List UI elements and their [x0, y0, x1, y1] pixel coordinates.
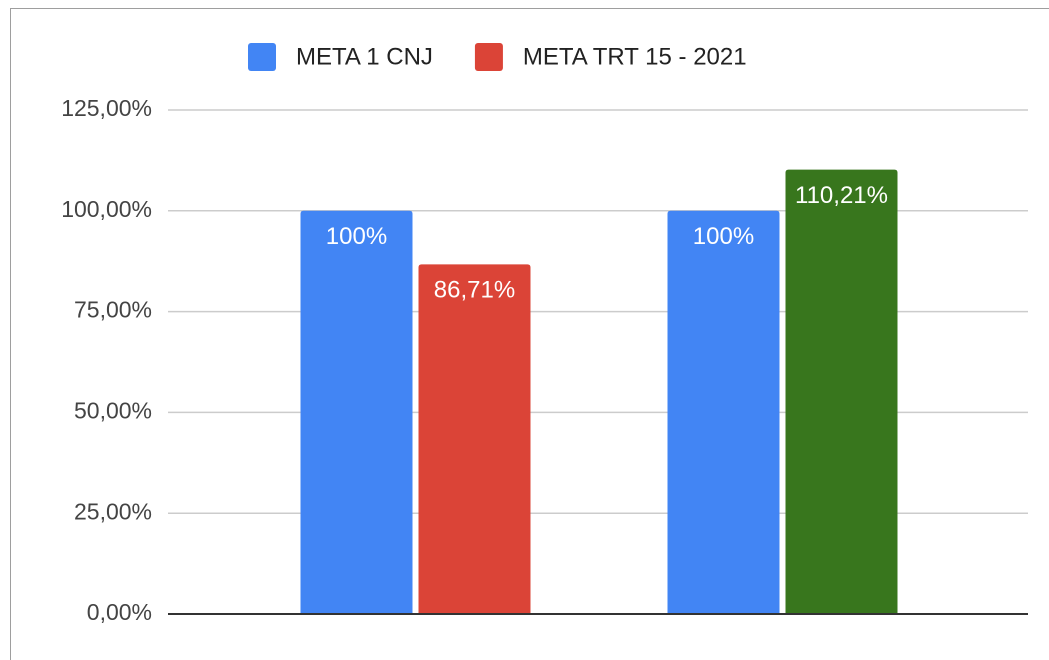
y-tick-label: 100,00% [61, 196, 152, 222]
legend-swatch [248, 43, 276, 71]
bar [418, 264, 531, 614]
data-label: 86,71% [434, 277, 515, 304]
bar [667, 210, 780, 615]
legend-label: META TRT 15 - 2021 [523, 43, 747, 70]
y-tick-label: 0,00% [87, 599, 152, 625]
y-tick-label: 75,00% [74, 297, 152, 323]
data-label: 100% [326, 223, 387, 250]
bar [300, 210, 413, 615]
data-label: 110,21% [795, 182, 888, 209]
legend-swatch [474, 43, 503, 71]
y-tick-label: 50,00% [74, 397, 152, 423]
legend-label: META 1 CNJ [296, 43, 433, 70]
y-tick-label: 25,00% [74, 498, 152, 524]
y-tick-label: 125,00% [61, 95, 152, 121]
bar [785, 169, 898, 614]
data-label: 100% [693, 223, 754, 250]
